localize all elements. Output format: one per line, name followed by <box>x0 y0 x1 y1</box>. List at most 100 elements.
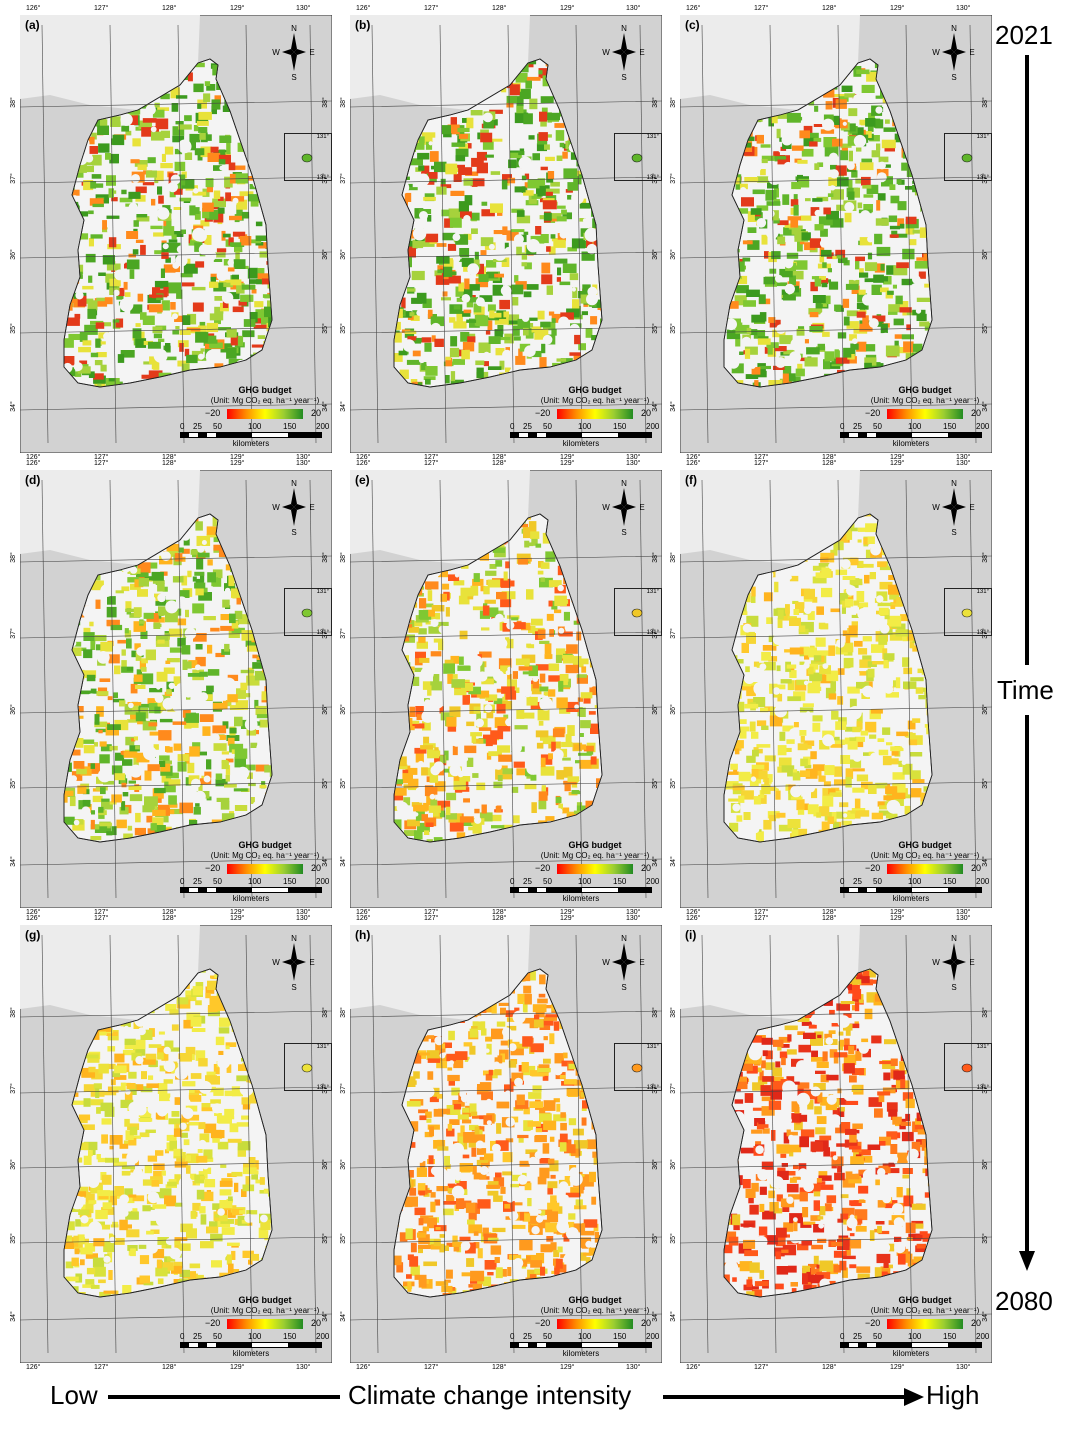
scale-tick: 25 <box>853 877 862 886</box>
scale-tick: 50 <box>213 1332 222 1341</box>
compass-s: S <box>621 73 626 81</box>
longitude-label: 129° <box>560 5 575 12</box>
map-panel-a: (a) 126° 126° 127° 127° 128° 128° 129° 129° 130° 1… <box>10 5 332 461</box>
compass-e: E <box>969 958 974 967</box>
scale-bar: 0 25 50 100 150 200 kilometers <box>180 877 329 907</box>
latitude-label: 36° <box>651 1159 659 1170</box>
legend-min: −20 <box>865 1318 881 1328</box>
map-svg <box>680 15 992 453</box>
panel-label: (a) <box>25 18 40 32</box>
longitude-label: 127° <box>94 5 109 12</box>
latitude-label: 37° <box>9 1083 17 1094</box>
scale-unit: kilometers <box>232 1349 270 1358</box>
inset-lon-top: 131° <box>646 1044 659 1050</box>
latitude-label: 38° <box>9 552 17 563</box>
legend-min: −20 <box>205 408 221 418</box>
latitude-label: 37° <box>339 1083 347 1094</box>
inset-lon-bottom: 131° <box>646 1085 659 1091</box>
map-panel-c: (c) 126° 126° 127° 127° 128° 128° 129° 129° 130° 1… <box>670 5 992 461</box>
compass-s: S <box>291 73 296 81</box>
legend-max: 20 <box>970 408 981 418</box>
latitude-label: 36° <box>321 704 329 715</box>
scale-tick: 50 <box>543 1332 552 1341</box>
legend-max: 20 <box>310 408 321 418</box>
legend-min: −20 <box>535 863 551 873</box>
latitude-label: 34° <box>339 1311 347 1322</box>
scale-bar: 0 25 50 100 150 200 kilometers <box>180 422 329 452</box>
legend-max: 20 <box>970 1318 981 1328</box>
scale-tick: 25 <box>853 1332 862 1341</box>
longitude-label: 130° <box>296 1364 311 1371</box>
scale-tick: 100 <box>908 877 922 886</box>
inset-lon-bottom: 131° <box>316 175 329 181</box>
legend-max: 20 <box>640 1318 651 1328</box>
latitude-label: 37° <box>339 173 347 184</box>
ghg-legend: GHG budget (Unit: Mg CO₂ eq. ha⁻¹ year⁻¹… <box>535 1295 655 1355</box>
scale-tick: 50 <box>873 1332 882 1341</box>
longitude-label: 129° <box>890 915 905 922</box>
longitude-label: 130° <box>956 1364 971 1371</box>
map-svg <box>680 470 992 908</box>
longitude-label: 128° <box>492 460 507 467</box>
ghg-legend: GHG budget (Unit: Mg CO₂ eq. ha⁻¹ year⁻¹… <box>535 840 655 900</box>
longitude-label: 126° <box>356 454 371 461</box>
scale-bar: 0 25 50 100 150 200 kilometers <box>180 1332 329 1362</box>
longitude-label: 130° <box>626 915 641 922</box>
scale-tick: 200 <box>976 877 990 886</box>
latitude-label: 35° <box>321 323 329 334</box>
compass-w: W <box>602 48 610 57</box>
scale-tick: 100 <box>578 422 592 431</box>
latitude-label: 34° <box>669 856 677 867</box>
longitude-label: 128° <box>492 5 507 12</box>
scale-tick: 25 <box>523 1332 532 1341</box>
scale-tick: 0 <box>180 877 185 886</box>
latitude-label: 36° <box>339 1159 347 1170</box>
compass-e: E <box>639 48 644 57</box>
north-arrow-icon: N S W E <box>932 933 976 992</box>
longitude-label: 126° <box>686 454 701 461</box>
time-arrow <box>1019 55 1035 1271</box>
north-arrow-icon: N S W E <box>272 933 316 992</box>
longitude-label: 127° <box>94 454 109 461</box>
compass-s: S <box>291 528 296 536</box>
latitude-label: 36° <box>9 249 17 260</box>
longitude-label: 130° <box>296 454 311 461</box>
compass-s: S <box>951 983 956 991</box>
latitude-label: 35° <box>651 778 659 789</box>
north-arrow-icon: N S W E <box>602 933 646 992</box>
latitude-label: 35° <box>9 323 17 334</box>
longitude-label: 128° <box>162 1364 177 1371</box>
legend-min: −20 <box>205 1318 221 1328</box>
compass-e: E <box>969 503 974 512</box>
legend-color-ramp <box>557 409 633 419</box>
latitude-label: 36° <box>9 704 17 715</box>
map-svg <box>350 15 662 453</box>
latitude-label: 34° <box>339 856 347 867</box>
longitude-label: 130° <box>296 5 311 12</box>
map-panel-g: (g) 126° 126° 127° 127° 128° 128° 129° 129° 130° 1… <box>10 915 332 1371</box>
legend-min: −20 <box>535 408 551 418</box>
legend-max: 20 <box>310 1318 321 1328</box>
longitude-label: 129° <box>230 1364 245 1371</box>
compass-n: N <box>951 934 957 943</box>
legend-color-ramp <box>227 1319 303 1329</box>
scale-unit: kilometers <box>892 439 930 448</box>
legend-color-ramp <box>887 864 963 874</box>
compass-s: S <box>951 528 956 536</box>
latitude-label: 36° <box>651 249 659 260</box>
map-svg <box>350 925 662 1363</box>
scale-tick: 150 <box>613 422 627 431</box>
longitude-label: 126° <box>26 1364 41 1371</box>
latitude-label: 36° <box>981 704 989 715</box>
legend-color-ramp <box>227 409 303 419</box>
latitude-label: 38° <box>321 97 329 108</box>
compass-n: N <box>291 24 297 33</box>
compass-w: W <box>272 503 280 512</box>
scale-tick: 100 <box>908 422 922 431</box>
compass-e: E <box>309 503 314 512</box>
latitude-label: 36° <box>339 704 347 715</box>
latitude-label: 36° <box>981 1159 989 1170</box>
scale-tick: 150 <box>943 1332 957 1341</box>
longitude-label: 129° <box>560 909 575 916</box>
time-start-label: 2021 <box>995 20 1053 50</box>
